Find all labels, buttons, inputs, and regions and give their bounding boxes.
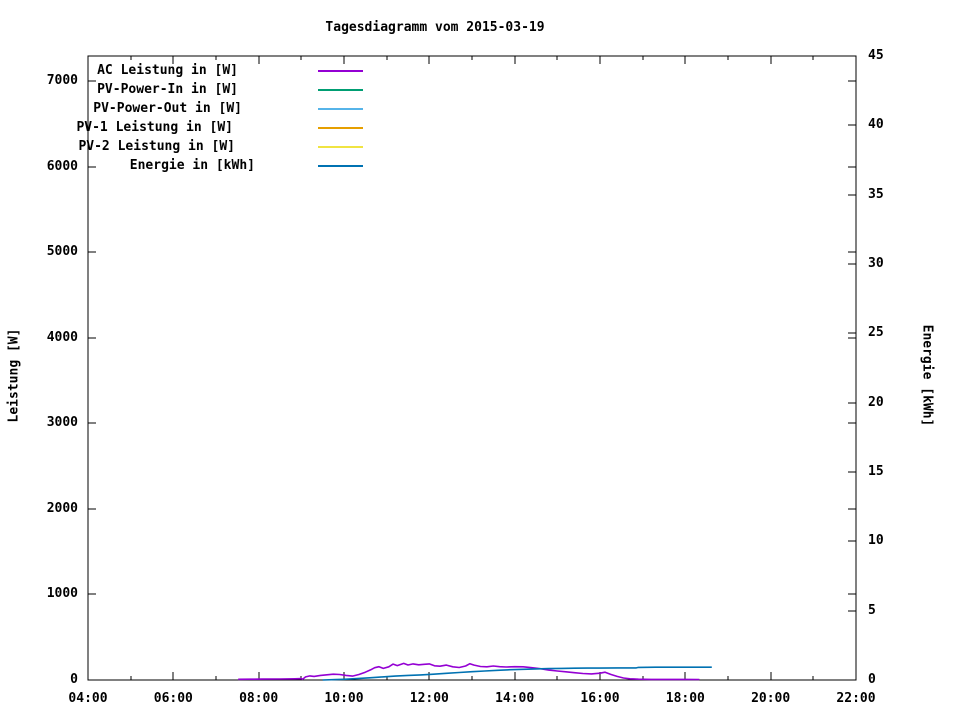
legend-swatch-pv-power-in [318, 89, 363, 91]
legend-item-ac-leistung: AC Leistung in [W] [97, 63, 238, 78]
y-axis-right-tick-label: 20 [868, 394, 884, 410]
legend-item-pv2-leistung: PV-2 Leistung in [W] [78, 139, 235, 154]
x-axis-tick-label: 10:00 [324, 691, 364, 706]
legend-swatch-pv2-leistung [318, 146, 363, 148]
legend-swatch-ac-leistung [318, 70, 363, 72]
y-axis-right-tick-label: 30 [868, 256, 884, 271]
x-axis-tick-label: 08:00 [239, 691, 279, 706]
legend-item-energie: Energie in [kWh] [129, 158, 255, 173]
y-axis-right-tick-label: 10 [868, 533, 884, 549]
y-axis-left-tick-label: 7000 [46, 73, 78, 88]
legend-item-pv-power-in: PV-Power-In in [W] [97, 82, 238, 97]
y-axis-right-tick-label: 15 [868, 464, 884, 479]
legend-swatch-energie [318, 165, 363, 167]
legend-swatch-pv1-leistung [318, 127, 363, 129]
axis-ticks [87, 55, 857, 681]
y-axis-left-tick-label: 4000 [46, 329, 78, 345]
x-axis-tick-label: 04:00 [68, 691, 108, 706]
y-axis-left-tick-label: 6000 [46, 158, 78, 174]
chart-title: Tagesdiagramm vom 2015-03-19 [325, 20, 545, 35]
x-axis-tick-label: 16:00 [580, 691, 620, 706]
legend-swatch-pv-power-out [318, 108, 363, 110]
x-axis-tick-label: 12:00 [409, 691, 449, 706]
series-line-ac-leistung [238, 662, 700, 681]
legend-item-pv1-leistung: PV-1 Leistung in [W] [76, 120, 233, 135]
x-axis-tick-label: 22:00 [836, 691, 876, 706]
x-axis-tick-label: 18:00 [665, 691, 705, 706]
y-axis-left-tick-label: 2000 [46, 500, 78, 516]
y-axis-right-tick-label: 5 [868, 602, 876, 618]
y-axis-left-tick-label: 0 [70, 671, 78, 687]
x-axis-tick-label: 14:00 [495, 691, 535, 706]
series-lines [238, 662, 712, 681]
y-axis-left-tick-label: 1000 [46, 586, 78, 601]
y-axis-right-tick-label: 40 [868, 117, 884, 133]
x-axis-tick-label: 06:00 [153, 691, 193, 706]
y-axis-left-tick-label: 5000 [46, 244, 78, 259]
y-axis-right-tick-label: 0 [868, 672, 876, 687]
y-axis-right-tick-label: 25 [868, 325, 884, 341]
y-axis-right-tick-label: 35 [868, 186, 884, 202]
x-axis-tick-label: 20:00 [751, 691, 791, 706]
series-line-energie [322, 666, 712, 681]
y-axis-left-tick-label: 3000 [46, 415, 78, 430]
y-axis-right-tick-label: 45 [868, 48, 884, 63]
legend-item-pv-power-out: PV-Power-Out in [W] [93, 101, 242, 116]
